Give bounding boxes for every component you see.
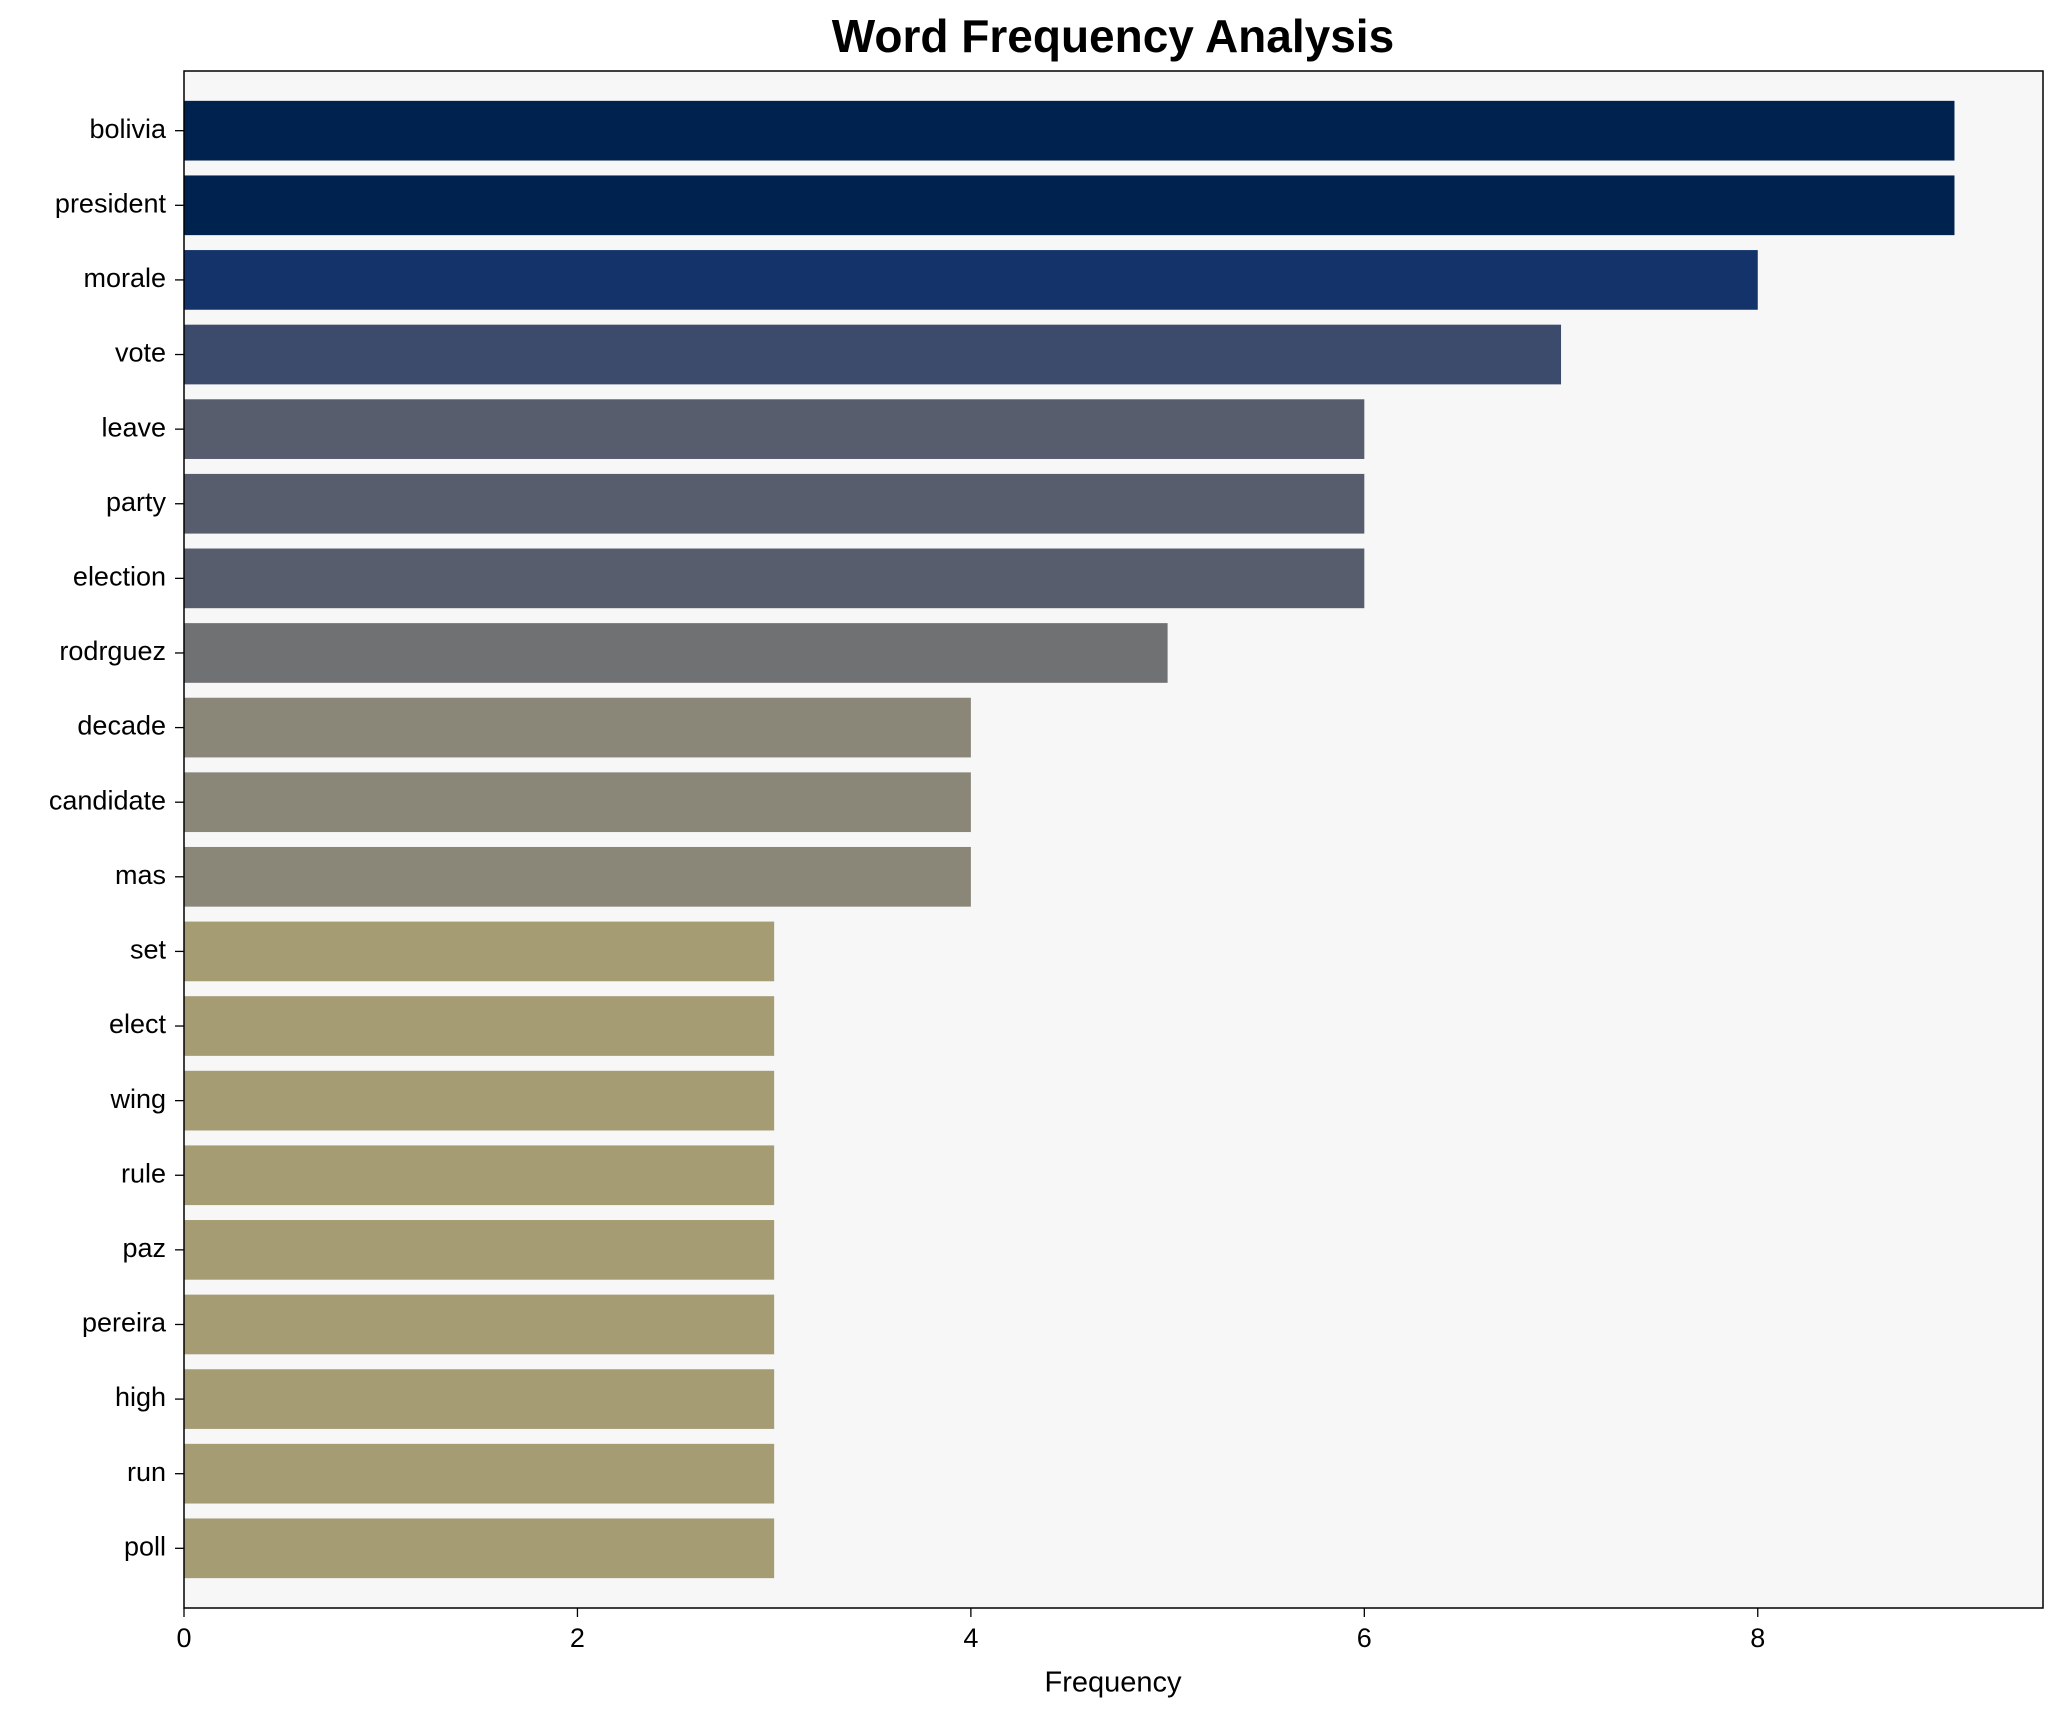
y-tick-label: paz [122,1233,166,1263]
y-tick-label: president [55,188,167,218]
y-tick-label: candidate [49,785,166,815]
x-tick-label: 4 [963,1623,978,1653]
x-axis-label: Frequency [1044,1667,1182,1699]
y-tick-label: run [127,1457,166,1487]
x-tick-label: 2 [570,1623,585,1653]
bar [184,772,971,833]
bar [184,1369,775,1429]
bar [184,250,1758,310]
y-tick-label: poll [124,1531,166,1561]
bar [184,1220,775,1280]
y-tick-label: rule [121,1158,166,1188]
y-tick-label: mas [115,860,166,890]
x-tick-label: 0 [176,1623,191,1653]
bar [184,996,775,1056]
bar [184,623,1168,683]
y-tick-label: set [130,935,167,965]
y-tick-label: high [115,1382,166,1412]
bar [184,1070,775,1131]
y-tick-label: morale [83,263,166,293]
y-tick-label: elect [109,1009,167,1039]
y-tick-label: election [73,561,166,591]
y-tick-label: party [106,487,167,517]
y-tick-label: bolivia [89,114,167,144]
chart-title: Word Frequency Analysis [832,10,1394,62]
bar [184,473,1365,534]
bar [184,846,971,907]
x-tick-label: 8 [1750,1623,1765,1653]
bar [184,1518,775,1579]
bar [184,921,775,982]
bar [184,324,1562,385]
y-tick-label: wing [109,1084,166,1114]
bar [184,1443,775,1504]
bar [184,1145,775,1206]
y-tick-label: decade [77,711,166,741]
bar [184,1294,775,1355]
y-tick-label: rodrguez [59,636,166,666]
bar [184,548,1365,609]
plot-frame [183,70,2044,1609]
y-tick-label: vote [115,338,166,368]
bar [184,697,971,758]
x-tick-label: 6 [1357,1623,1372,1653]
bar [184,100,1955,161]
bar [184,399,1365,459]
bar [184,175,1955,236]
y-tick-label: leave [101,412,166,442]
y-tick-label: pereira [82,1308,167,1338]
